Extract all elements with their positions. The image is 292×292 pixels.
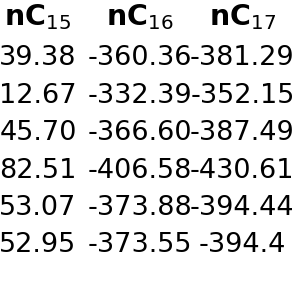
Text: -394.44: -394.44 [190,195,292,221]
Text: 39.38: 39.38 [0,45,77,72]
Text: -406.58: -406.58 [88,157,192,184]
Text: 45.70: 45.70 [0,120,77,146]
Text: nC$_{17}$: nC$_{17}$ [209,3,276,32]
Text: -360.36: -360.36 [88,45,192,72]
Text: -366.60: -366.60 [88,120,192,146]
Text: -373.88: -373.88 [88,195,192,221]
Text: -352.15: -352.15 [190,83,292,109]
Text: 52.95: 52.95 [0,232,77,258]
Text: -387.49: -387.49 [190,120,292,146]
Text: -430.61: -430.61 [190,157,292,184]
Text: -381.29: -381.29 [190,45,292,72]
Text: -373.55: -373.55 [88,232,192,258]
Text: -332.39: -332.39 [88,83,192,109]
Text: nC$_{16}$: nC$_{16}$ [106,3,174,32]
Text: -394.4: -394.4 [199,232,286,258]
Text: 82.51: 82.51 [0,157,77,184]
Text: 53.07: 53.07 [0,195,77,221]
Text: nC$_{15}$: nC$_{15}$ [4,3,72,32]
Text: 12.67: 12.67 [0,83,77,109]
